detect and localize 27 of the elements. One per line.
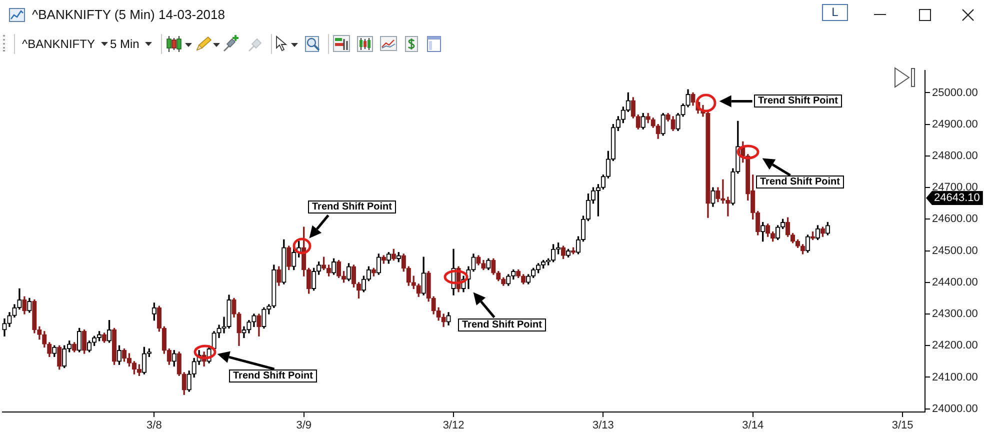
x-tick-label: 3/12 bbox=[442, 420, 464, 432]
y-tick-label: 24400.00 bbox=[932, 276, 978, 288]
y-tick-label: 24300.00 bbox=[932, 308, 978, 320]
chart-title: ^BANKNIFTY (5 Min) 14-03-2018 bbox=[32, 7, 225, 22]
x-tick-label: 3/15 bbox=[892, 420, 914, 432]
x-tick-label: 3/13 bbox=[592, 420, 614, 432]
annotation: Trend Shift Point bbox=[754, 94, 842, 108]
y-tick-label: 24000.00 bbox=[932, 402, 978, 415]
annotation: Trend Shift Point bbox=[458, 318, 546, 332]
annotation: Trend Shift Point bbox=[756, 176, 844, 188]
text: ^BANKNIFTY bbox=[22, 37, 95, 51]
y-tick-label: 24700.00 bbox=[932, 182, 978, 194]
x-tick-label: 3/14 bbox=[742, 420, 764, 432]
text: 5 Min bbox=[110, 37, 140, 51]
y-tick-label: 24800.00 bbox=[932, 150, 978, 162]
text: 24643.10 bbox=[926, 191, 983, 205]
y-tick-label: 24500.00 bbox=[932, 244, 978, 257]
y-tick-label: 24900.00 bbox=[932, 118, 978, 130]
y-tick-label: 24200.00 bbox=[932, 340, 978, 352]
annotation: Trend Shift Point bbox=[229, 370, 317, 382]
button: L bbox=[822, 4, 848, 21]
y-tick-label: 25000.00 bbox=[932, 86, 978, 99]
x-tick-label: 3/8 bbox=[146, 420, 162, 432]
y-tick-label: 24600.00 bbox=[932, 213, 978, 226]
x-tick-label: 3/9 bbox=[296, 420, 312, 432]
annotation: Trend Shift Point bbox=[308, 200, 396, 214]
y-tick-label: 24100.00 bbox=[932, 371, 978, 384]
